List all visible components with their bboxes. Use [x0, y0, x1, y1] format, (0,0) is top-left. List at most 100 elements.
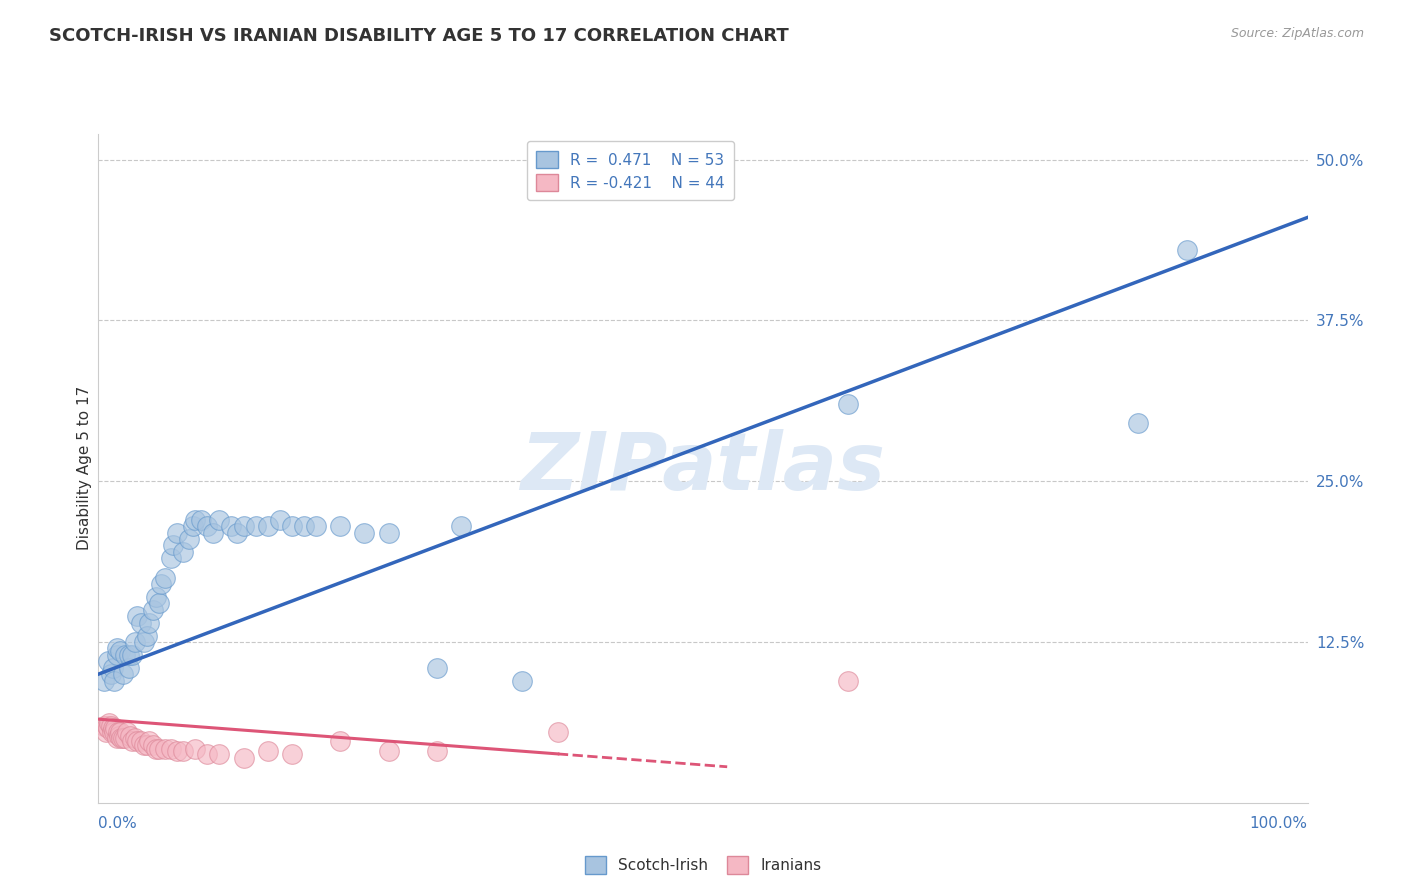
Point: [145, 590, 167, 604]
Point: [142, 738, 165, 752]
Point: [377, 525, 399, 540]
Point: [117, 725, 139, 739]
Point: [1175, 243, 1198, 257]
Point: [94, 725, 117, 739]
Point: [135, 738, 157, 752]
Point: [129, 615, 152, 630]
Point: [281, 747, 304, 761]
Point: [150, 577, 173, 591]
Point: [105, 648, 128, 662]
Point: [450, 519, 472, 533]
Text: Source: ZipAtlas.com: Source: ZipAtlas.com: [1230, 27, 1364, 40]
Point: [108, 725, 131, 739]
Text: SCOTCH-IRISH VS IRANIAN DISABILITY AGE 5 TO 17 CORRELATION CHART: SCOTCH-IRISH VS IRANIAN DISABILITY AGE 5…: [49, 27, 789, 45]
Point: [96, 718, 118, 732]
Point: [160, 551, 183, 566]
Point: [93, 673, 115, 688]
Point: [124, 635, 146, 649]
Point: [114, 648, 136, 662]
Point: [153, 741, 176, 756]
Point: [208, 513, 231, 527]
Point: [135, 628, 157, 642]
Point: [138, 615, 160, 630]
Point: [101, 721, 124, 735]
Point: [166, 744, 188, 758]
Point: [118, 729, 141, 743]
Point: [118, 661, 141, 675]
Point: [105, 641, 128, 656]
Point: [256, 744, 278, 758]
Point: [127, 734, 149, 748]
Point: [153, 571, 176, 585]
Point: [202, 525, 225, 540]
Point: [377, 744, 399, 758]
Point: [160, 741, 183, 756]
Point: [98, 716, 121, 731]
Point: [547, 725, 569, 739]
Point: [108, 644, 131, 658]
Point: [145, 741, 167, 756]
Point: [837, 397, 859, 411]
Point: [181, 519, 204, 533]
Point: [184, 741, 207, 756]
Point: [221, 519, 243, 533]
Point: [329, 734, 352, 748]
Point: [105, 731, 128, 746]
Text: 0.0%: 0.0%: [98, 816, 138, 831]
Point: [269, 513, 291, 527]
Point: [134, 738, 156, 752]
Point: [124, 731, 146, 746]
Point: [232, 519, 254, 533]
Point: [426, 744, 449, 758]
Point: [281, 519, 304, 533]
Point: [172, 744, 194, 758]
Point: [100, 725, 122, 739]
Point: [107, 725, 129, 739]
Point: [111, 667, 134, 681]
Point: [121, 734, 143, 748]
Point: [329, 519, 352, 533]
Point: [129, 734, 152, 748]
Point: [190, 513, 212, 527]
Point: [305, 519, 328, 533]
Point: [97, 654, 120, 668]
Point: [108, 729, 131, 743]
Point: [101, 661, 124, 675]
Point: [118, 648, 141, 662]
Point: [353, 525, 375, 540]
Point: [426, 661, 449, 675]
Point: [93, 718, 115, 732]
Point: [148, 596, 170, 610]
Point: [114, 731, 136, 746]
Point: [104, 721, 127, 735]
Point: [97, 721, 120, 735]
Point: [1128, 417, 1150, 431]
Point: [100, 667, 122, 681]
Point: [837, 673, 859, 688]
Point: [162, 539, 184, 553]
Point: [226, 525, 249, 540]
Point: [172, 545, 194, 559]
Point: [292, 519, 315, 533]
Point: [208, 747, 231, 761]
Point: [148, 741, 170, 756]
Point: [510, 673, 533, 688]
Point: [111, 731, 134, 746]
Point: [256, 519, 278, 533]
Point: [195, 519, 218, 533]
Legend: R =  0.471    N = 53, R = -0.421    N = 44: R = 0.471 N = 53, R = -0.421 N = 44: [527, 142, 734, 201]
Point: [166, 525, 188, 540]
Point: [103, 673, 125, 688]
Point: [110, 731, 132, 746]
Text: ZIPatlas: ZIPatlas: [520, 429, 886, 508]
Point: [103, 725, 125, 739]
Point: [184, 513, 207, 527]
Point: [127, 609, 149, 624]
Legend: Scotch-Irish, Iranians: Scotch-Irish, Iranians: [578, 850, 828, 880]
Point: [232, 751, 254, 765]
Point: [134, 635, 156, 649]
Point: [195, 747, 218, 761]
Point: [179, 532, 201, 546]
Y-axis label: Disability Age 5 to 17: Disability Age 5 to 17: [77, 386, 91, 550]
Text: 100.0%: 100.0%: [1250, 816, 1308, 831]
